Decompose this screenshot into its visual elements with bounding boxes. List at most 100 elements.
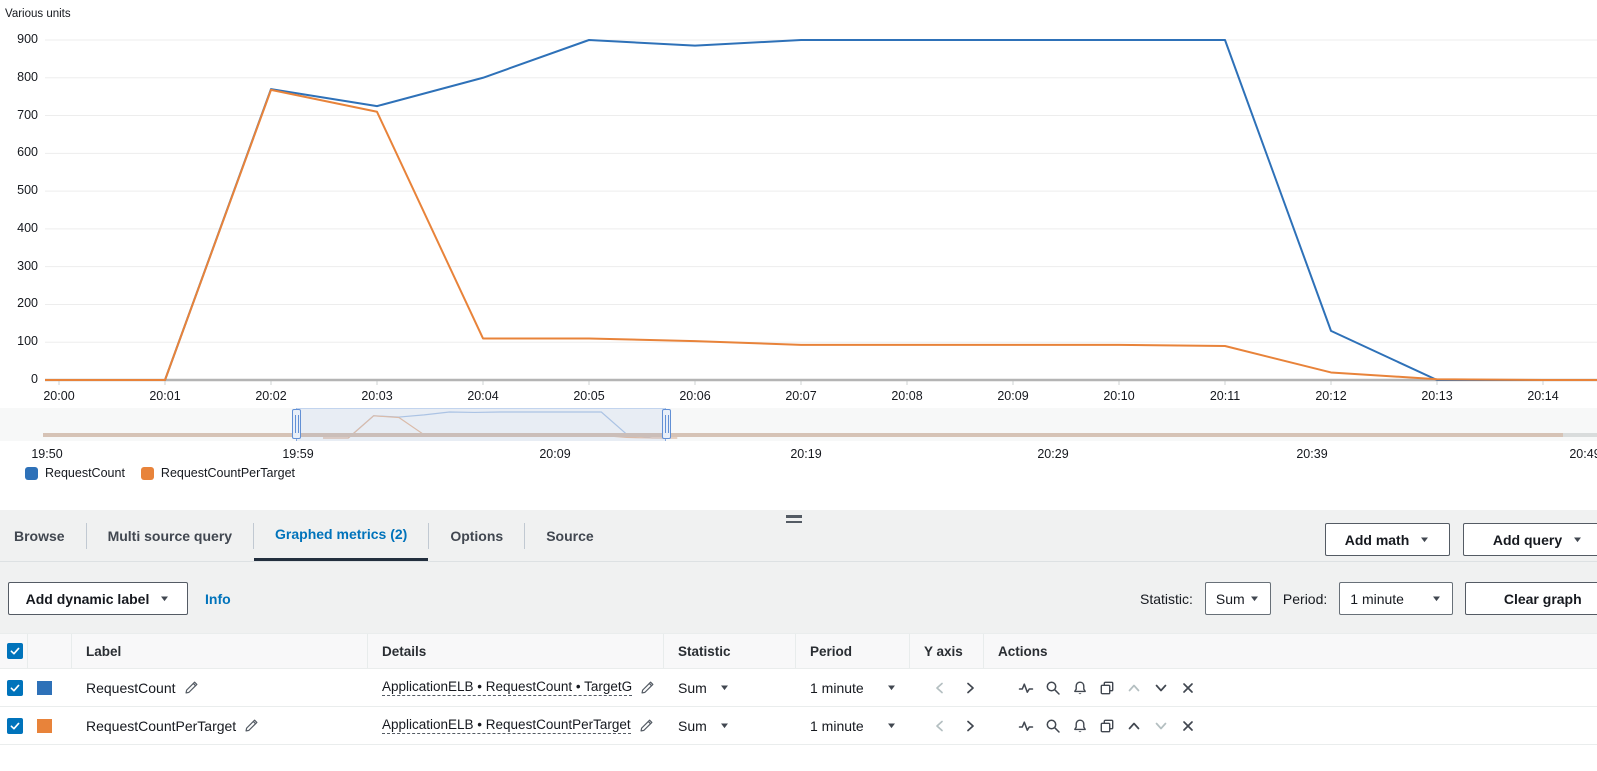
chevron-down-icon [886,682,897,693]
edit-details-icon[interactable] [639,718,654,733]
y-axis-tick-label: 0 [31,372,38,386]
remove-metric-icon[interactable] [1180,680,1196,696]
add-dynamic-label-button[interactable]: Add dynamic label [8,582,188,615]
tab-source[interactable]: Source [525,510,614,561]
tab-label: Graphed metrics (2) [275,526,408,542]
row-checkbox[interactable] [7,679,23,696]
brush-handle-left[interactable] [292,409,301,439]
timeline-tick-label: 20:09 [539,447,571,461]
table-header-row: Label Details Statistic Period Y axis Ac… [0,633,1597,669]
search-icon[interactable] [1045,718,1061,734]
statistic-label: Statistic: [1140,590,1193,607]
actions-column-header: Actions [998,643,1048,659]
tab-label: Multi source query [107,527,233,544]
tab-label: Browse [14,527,65,544]
move-up-icon[interactable] [1126,718,1142,734]
tab-label: Options [450,527,504,544]
period-select[interactable]: 1 minute [1339,582,1454,615]
check-icon [9,720,21,732]
brush-selection[interactable] [296,408,666,441]
y-axis-left-icon[interactable] [932,680,948,696]
tab-divider [85,522,87,549]
period-value: 1 minute [1350,590,1404,607]
table-row: RequestCountPerTarget ApplicationELB • R… [0,707,1597,745]
x-axis-tick-label: 20:08 [891,389,923,403]
metric-label: RequestCount [86,679,176,696]
tab-multi-source-query[interactable]: Multi source query [87,510,253,561]
tab-browse[interactable]: Browse [0,510,86,561]
tab-options[interactable]: Options [429,510,524,561]
chart-legend: RequestCount RequestCountPerTarget [25,466,295,480]
tab-graphed-metrics[interactable]: Graphed metrics (2) [254,510,429,561]
x-axis-tick-label: 20:00 [43,389,75,403]
duplicate-icon[interactable] [1099,718,1115,734]
y-axis-tick-label: 400 [17,220,38,235]
period-label: Period: [1282,590,1328,607]
row-checkbox[interactable] [7,717,23,734]
legend-item[interactable]: RequestCountPerTarget [140,466,295,480]
clear-graph-label: Clear graph [1503,590,1582,607]
x-axis-tick-label: 20:13 [1421,389,1453,403]
duplicate-icon[interactable] [1099,680,1115,696]
legend-color-swatch [140,466,154,480]
clear-graph-button[interactable]: Clear graph [1465,582,1597,615]
y-axis-tick-label: 200 [17,296,38,311]
statistic-select[interactable]: Sum [1204,582,1271,615]
row-period-value: 1 minute [810,717,864,734]
select-all-checkbox[interactable] [7,643,23,659]
add-math-button[interactable]: Add math [1325,523,1450,556]
metrics-config-panel: Browse Multi source query Graphed metric… [0,510,1597,771]
add-query-button[interactable]: Add query [1463,523,1597,556]
metric-details[interactable]: ApplicationELB • RequestCount • TargetG [382,679,633,696]
row-period-value: 1 minute [810,679,864,696]
metric-details[interactable]: ApplicationELB • RequestCountPerTarget [382,717,631,734]
info-link[interactable]: Info [205,590,231,607]
y-axis-tick-label: 500 [17,183,38,198]
tab-divider [428,522,430,549]
create-alarm-bell-icon[interactable] [1072,680,1088,696]
chevron-down-icon [1249,593,1260,604]
legend-item[interactable]: RequestCount [25,466,125,480]
row-period-dropdown[interactable]: 1 minute [796,680,910,696]
move-down-icon[interactable] [1153,680,1169,696]
graph-metric-icon[interactable] [1018,718,1034,734]
y-axis-left-icon[interactable] [932,718,948,734]
legend-label: RequestCount [45,466,125,480]
tab-bar: Browse Multi source query Graphed metric… [0,510,1597,562]
search-icon[interactable] [1045,680,1061,696]
period-column-header: Period [796,634,910,668]
move-down-icon[interactable] [1153,718,1169,734]
add-dynamic-label-text: Add dynamic label [25,590,150,607]
y-axis-tick-label: 100 [17,334,38,349]
metrics-line-chart[interactable] [0,0,1597,405]
statistic-period-controls: Statistic: Sum Period: 1 minute Clear gr… [1140,582,1597,615]
y-axis-right-icon[interactable] [962,680,978,696]
check-icon [9,645,21,657]
y-axis-tick-label: 700 [17,107,38,122]
create-alarm-bell-icon[interactable] [1072,718,1088,734]
metric-color-picker[interactable] [37,680,72,695]
metric-color-picker[interactable] [37,718,72,733]
check-icon [9,682,21,694]
row-statistic-dropdown[interactable]: Sum [664,680,796,696]
x-axis-tick-label: 20:05 [573,389,605,403]
row-statistic-value: Sum [678,679,707,696]
row-period-dropdown[interactable]: 1 minute [796,718,910,734]
timeline-tick-label: 19:59 [282,447,314,461]
graph-controls-row: Add dynamic label Info Statistic: Sum Pe… [0,582,1597,615]
remove-metric-icon[interactable] [1180,718,1196,734]
timeline-brush[interactable] [0,408,1597,441]
move-up-icon[interactable] [1126,680,1142,696]
row-statistic-dropdown[interactable]: Sum [664,718,796,734]
edit-details-icon[interactable] [640,680,655,695]
edit-label-icon[interactable] [244,718,259,733]
metric-color-swatch [37,680,52,695]
graph-metric-icon[interactable] [1018,680,1034,696]
table-row: RequestCount ApplicationELB • RequestCou… [0,669,1597,707]
y-axis-right-icon[interactable] [962,718,978,734]
edit-label-icon[interactable] [184,680,199,695]
label-column-header: Label [72,634,368,668]
brush-handle-right[interactable] [662,409,671,439]
timeline-tick-label: 20:29 [1037,447,1069,461]
panel-resize-handle[interactable] [786,515,804,523]
